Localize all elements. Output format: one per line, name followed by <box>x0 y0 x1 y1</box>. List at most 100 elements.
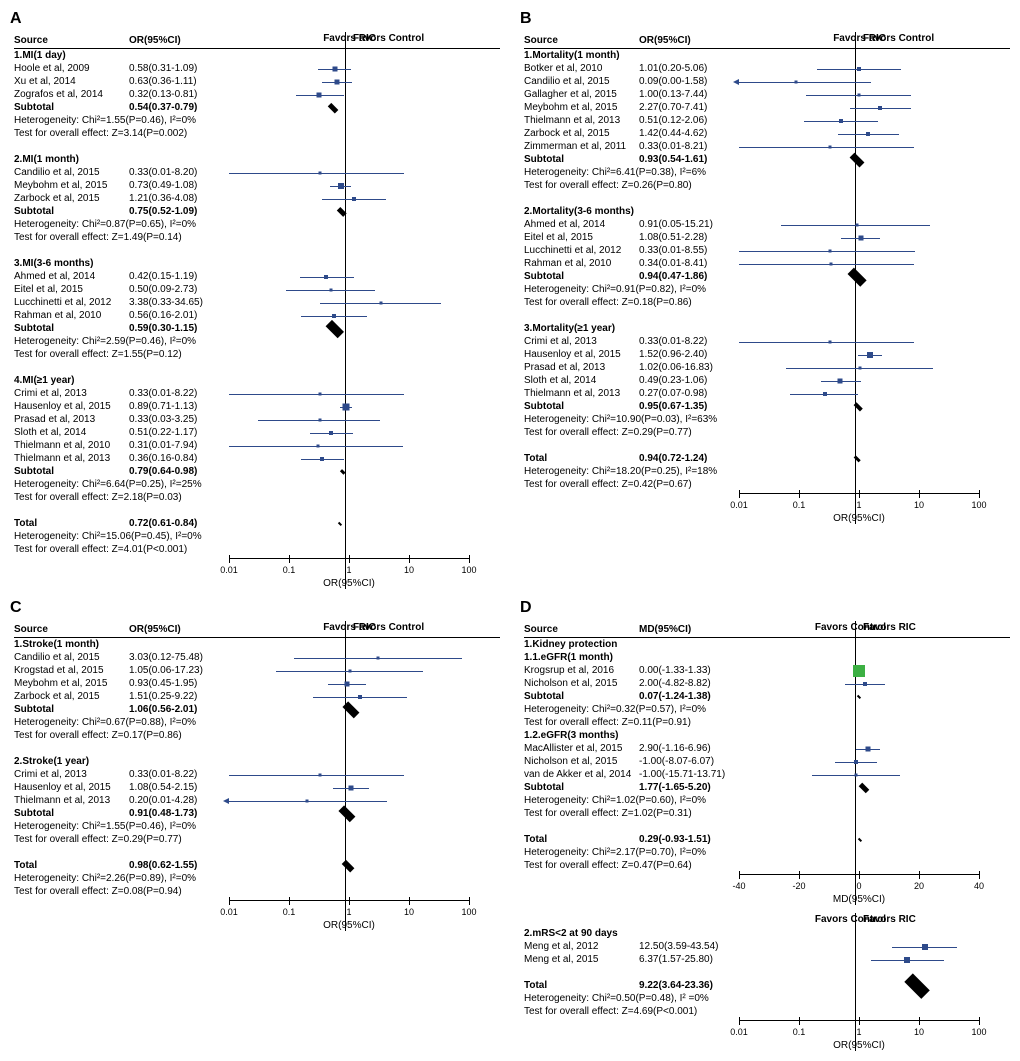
stat-row: Heterogeneity: Chi²=6.64(P=0.25), I²=25% <box>14 478 500 491</box>
stat-row: 1.MI(1 day) <box>14 49 500 62</box>
stat-row: Heterogeneity: Chi²=6.41(P=0.38), I²=6% <box>524 166 1010 179</box>
study-row: Sloth et al, 20140.49(0.23-1.06) <box>524 374 1010 387</box>
header-row: SourceOR(95%CI)Favors RICFavors Control <box>14 32 500 49</box>
stat-row: 2.mRS<2 at 90 days <box>524 927 1010 940</box>
study-row: Zarbock et al, 20151.42(0.44-4.62) <box>524 127 1010 140</box>
study-row: van de Akker et al, 2014-1.00(-15.71-13.… <box>524 768 1010 781</box>
study-row: Thielmann et al, 20130.51(0.12-2.06) <box>524 114 1010 127</box>
study-row: Nicholson et al, 20152.00(-4.82-8.82) <box>524 677 1010 690</box>
stat-row <box>14 140 500 153</box>
study-row: Zografos et al, 20140.32(0.13-0.81) <box>14 88 500 101</box>
stat-row: Test for overall effect: Z=0.29(P=0.77) <box>524 426 1010 439</box>
study-row: Hausenloy et al, 20151.08(0.54-2.15) <box>14 781 500 794</box>
study-row: Zimmerman et al, 20110.33(0.01-8.21) <box>524 140 1010 153</box>
header-row: SourceMD(95%CI)Favors ControlFavors RIC <box>524 621 1010 638</box>
stat-row: 2.MI(1 month) <box>14 153 500 166</box>
stat-row <box>14 244 500 257</box>
panel-c: C SourceOR(95%CI)Favors RICFavors Control… <box>10 599 500 1051</box>
stat-row <box>524 439 1010 452</box>
stat-row: 1.2.eGFR(3 months) <box>524 729 1010 742</box>
stat-row: 3.MI(3-6 months) <box>14 257 500 270</box>
stat-row: 2.Mortality(3-6 months) <box>524 205 1010 218</box>
study-row: Crimi et al, 20130.33(0.01-8.22) <box>524 335 1010 348</box>
summary-row: Subtotal1.06(0.56-2.01) <box>14 703 500 716</box>
stat-row: Heterogeneity: Chi²=0.87(P=0.65), I²=0% <box>14 218 500 231</box>
study-row: Gallagher et al, 20151.00(0.13-7.44) <box>524 88 1010 101</box>
panel-b: BSourceOR(95%CI)Favors RICFavors Control… <box>520 10 1010 589</box>
stat-row: Heterogeneity: Chi²=1.02(P=0.60), I²=0% <box>524 794 1010 807</box>
study-row: Rahman et al, 20100.34(0.01-8.41) <box>524 257 1010 270</box>
stat-row: Test for overall effect: Z=0.11(P=0.91) <box>524 716 1010 729</box>
study-row: Sloth et al, 20140.51(0.22-1.17) <box>14 426 500 439</box>
stat-row: Heterogeneity: Chi²=18.20(P=0.25), I²=18… <box>524 465 1010 478</box>
panel-label: C <box>10 599 500 617</box>
study-row: Eitel et al, 20150.50(0.09-2.73) <box>14 283 500 296</box>
study-row: Krogsrup et al, 20160.00(-1.33-1.33) <box>524 664 1010 677</box>
study-row: Hausenloy et al, 20150.89(0.71-1.13) <box>14 400 500 413</box>
study-row: Meybohm et al, 20150.93(0.45-1.95) <box>14 677 500 690</box>
study-row: Crimi et al, 20130.33(0.01-8.22) <box>14 768 500 781</box>
stat-row: Test for overall effect: Z=2.18(P=0.03) <box>14 491 500 504</box>
summary-row: Subtotal0.93(0.54-1.61) <box>524 153 1010 166</box>
stat-row: 1.Stroke(1 month) <box>14 638 500 651</box>
stat-row: Test for overall effect: Z=0.18(P=0.86) <box>524 296 1010 309</box>
summary-row: Total9.22(3.64-23.36) <box>524 979 1010 992</box>
header-row: SourceOR(95%CI)Favors RICFavors Control <box>14 621 500 638</box>
stat-row <box>524 820 1010 833</box>
study-row: Zarbock et al, 20151.51(0.25-9.22) <box>14 690 500 703</box>
stat-row: Test for overall effect: Z=0.08(P=0.94) <box>14 885 500 898</box>
study-row: Thielmann et al, 20130.20(0.01-4.28) <box>14 794 500 807</box>
summary-row: Subtotal0.07(-1.24-1.38) <box>524 690 1010 703</box>
stat-row <box>524 966 1010 979</box>
stat-row: 2.Stroke(1 year) <box>14 755 500 768</box>
stat-row: Test for overall effect: Z=0.47(P=0.64) <box>524 859 1010 872</box>
summary-row: Subtotal0.59(0.30-1.15) <box>14 322 500 335</box>
study-row: Meybohm et al, 20152.27(0.70-7.41) <box>524 101 1010 114</box>
summary-row: Total0.94(0.72-1.24) <box>524 452 1010 465</box>
stat-row: Heterogeneity: Chi²=0.50(P=0.48), I² =0% <box>524 992 1010 1005</box>
stat-row: Test for overall effect: Z=0.42(P=0.67) <box>524 478 1010 491</box>
stat-row <box>14 361 500 374</box>
stat-row: Test for overall effect: Z=0.17(P=0.86) <box>14 729 500 742</box>
study-row: Meybohm et al, 20150.73(0.49-1.08) <box>14 179 500 192</box>
summary-row: Total0.72(0.61-0.84) <box>14 517 500 530</box>
study-row: Crimi et al, 20130.33(0.01-8.22) <box>14 387 500 400</box>
header-row: Favors ControlFavors RIC <box>524 913 1010 927</box>
study-row: Thielmann et al, 20130.36(0.16-0.84) <box>14 452 500 465</box>
study-row: Candilio et al, 20153.03(0.12-75.48) <box>14 651 500 664</box>
study-row: Ahmed et al, 20140.42(0.15-1.19) <box>14 270 500 283</box>
summary-row: Subtotal0.95(0.67-1.35) <box>524 400 1010 413</box>
stat-row <box>14 504 500 517</box>
stat-row: Heterogeneity: Chi²=2.59(P=0.46), I²=0% <box>14 335 500 348</box>
stat-row: Heterogeneity: Chi²=10.90(P=0.03), I²=63… <box>524 413 1010 426</box>
study-row: Botker et al, 20101.01(0.20-5.06) <box>524 62 1010 75</box>
stat-row: Heterogeneity: Chi²=2.17(P=0.70), I²=0% <box>524 846 1010 859</box>
stat-row: Test for overall effect: Z=4.69(P<0.001) <box>524 1005 1010 1018</box>
study-row: Thielmann et al, 20100.31(0.01-7.94) <box>14 439 500 452</box>
stat-row: Heterogeneity: Chi²=0.32(P=0.57), I²=0% <box>524 703 1010 716</box>
summary-row: Subtotal0.54(0.37-0.79) <box>14 101 500 114</box>
study-row: Lucchinetti et al, 20120.33(0.01-8.55) <box>524 244 1010 257</box>
stat-row: Test for overall effect: Z=4.01(P<0.001) <box>14 543 500 556</box>
study-row: Xu et al, 20140.63(0.36-1.11) <box>14 75 500 88</box>
study-row: Prasad et al, 20131.02(0.06-16.83) <box>524 361 1010 374</box>
panel-label: D <box>520 599 1010 617</box>
study-row: Prasad et al, 20130.33(0.03-3.25) <box>14 413 500 426</box>
study-row: Eitel et al, 20151.08(0.51-2.28) <box>524 231 1010 244</box>
study-row: Meng et al, 20156.37(1.57-25.80) <box>524 953 1010 966</box>
stat-row: 1.1.eGFR(1 month) <box>524 651 1010 664</box>
study-row: Krogstad et al, 20151.05(0.06-17.23) <box>14 664 500 677</box>
study-row: Meng et al, 201212.50(3.59-43.54) <box>524 940 1010 953</box>
panel-label: B <box>520 10 1010 28</box>
panel-label: A <box>10 10 500 28</box>
stat-row: Test for overall effect: Z=1.55(P=0.12) <box>14 348 500 361</box>
study-row: Hoole et al, 20090.58(0.31-1.09) <box>14 62 500 75</box>
summary-row: Subtotal0.79(0.64-0.98) <box>14 465 500 478</box>
stat-row: Heterogeneity: Chi²=15.06(P=0.45), I²=0% <box>14 530 500 543</box>
study-row: Nicholson et al, 2015-1.00(-8.07-6.07) <box>524 755 1010 768</box>
study-row: Lucchinetti et al, 20123.38(0.33-34.65) <box>14 296 500 309</box>
summary-row: Total0.98(0.62-1.55) <box>14 859 500 872</box>
stat-row: 3.Mortality(≥1 year) <box>524 322 1010 335</box>
stat-row: Heterogeneity: Chi²=1.55(P=0.46), I²=0% <box>14 820 500 833</box>
stat-row: Heterogeneity: Chi²=0.67(P=0.88), I²=0% <box>14 716 500 729</box>
